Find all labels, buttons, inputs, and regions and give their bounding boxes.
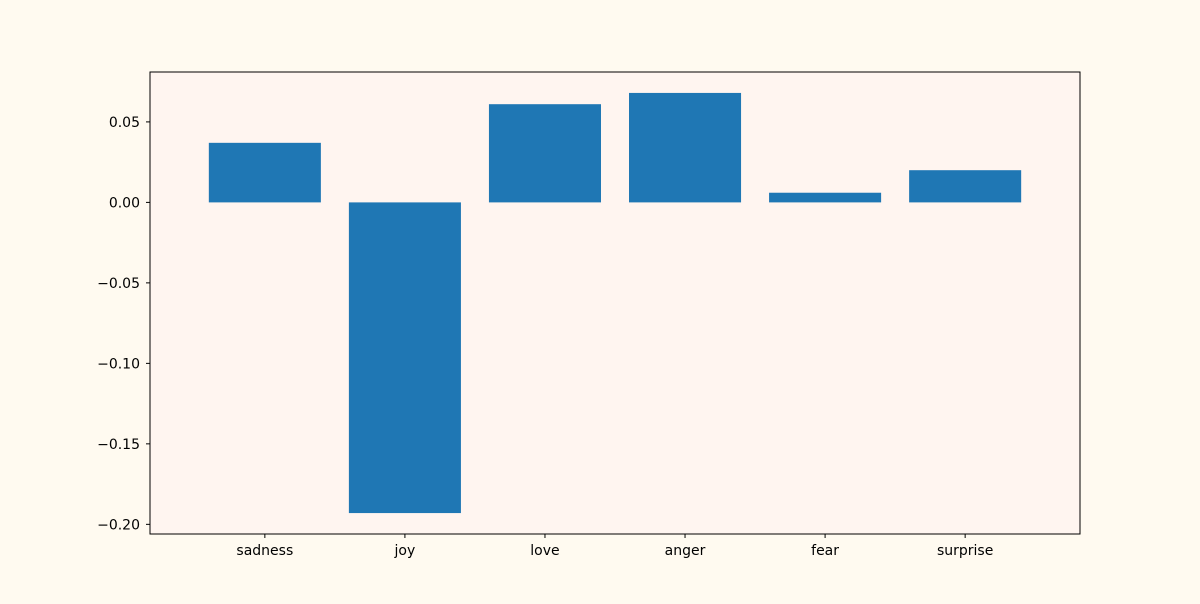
plot-area: [150, 72, 1080, 534]
x-tick-label-love: love: [530, 543, 559, 559]
bar-love: [488, 104, 601, 203]
y-tick-label: −0.10: [97, 356, 140, 372]
bar-joy: [348, 202, 461, 514]
x-tick-label-sadness: sadness: [236, 543, 293, 559]
x-tick-label-fear: fear: [811, 543, 839, 559]
x-tick-label-anger: anger: [665, 543, 706, 559]
y-tick-label: −0.20: [97, 517, 140, 533]
plot-frame: [149, 71, 1081, 535]
y-tick-label: 0.05: [109, 115, 140, 131]
y-tick-label: −0.15: [97, 437, 140, 453]
bar-anger: [629, 92, 742, 203]
x-tick-label-joy: joy: [394, 543, 416, 559]
x-tick-label-surprise: surprise: [937, 543, 993, 559]
bar-surprise: [909, 170, 1022, 203]
bar-fear: [769, 192, 882, 203]
bar-sadness: [208, 142, 321, 203]
y-tick-label: 0.00: [109, 195, 140, 211]
y-axis: 0.05 0.00 −0.05 −0.10 −0.15 −0.20: [97, 115, 150, 533]
y-tick-label: −0.05: [97, 276, 140, 292]
x-axis: sadness joy love anger fear surprise: [236, 534, 993, 559]
bars-group: [208, 92, 1022, 514]
